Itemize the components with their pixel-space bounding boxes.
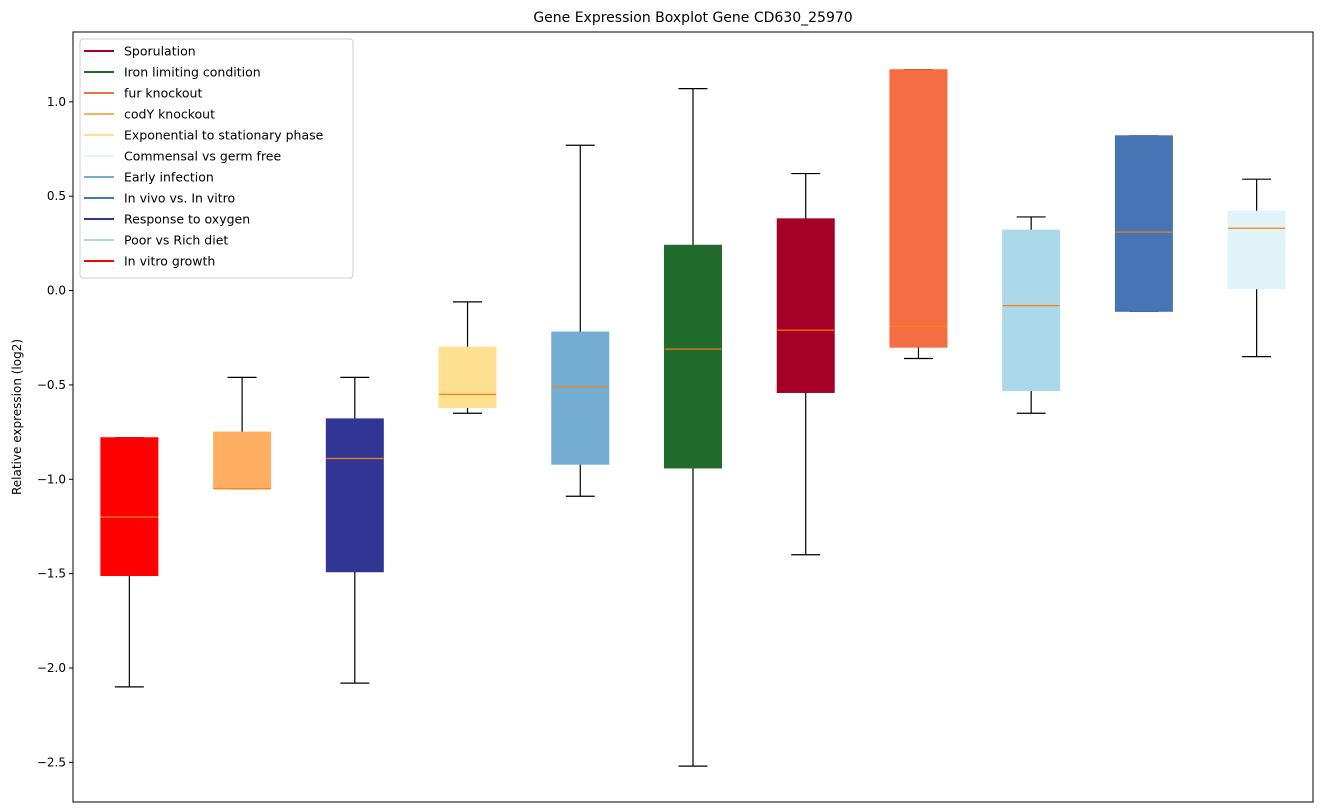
box-exponential-to-stationary-phase (438, 301, 497, 414)
y-tick-label: −1.5 (37, 567, 66, 581)
y-tick-label: 0.5 (47, 189, 66, 203)
legend-item: In vivo vs. In vitro (84, 191, 235, 206)
legend-item: Commensal vs germ free (84, 149, 281, 164)
legend: Sporulation Iron limiting condition fur kn… (79, 38, 354, 279)
box-commensal-vs-germ-free (1227, 178, 1286, 358)
legend-label: Iron limiting condition (124, 65, 261, 80)
iqr-box (325, 418, 384, 573)
legend-item: codY knockout (84, 107, 215, 122)
legend-item: Sporulation (84, 44, 196, 59)
legend-item: In vitro growth (84, 254, 215, 269)
iqr-box (664, 244, 722, 469)
legend-item: Response to oxygen (84, 212, 250, 227)
box-response-to-oxygen (325, 376, 384, 684)
legend-label: In vitro growth (124, 254, 215, 269)
legend-label: Response to oxygen (124, 212, 250, 227)
box-in-vivo-vs-in-vitro (1114, 135, 1173, 312)
y-tick-label: 1.0 (47, 95, 66, 109)
box-cody-knockout (213, 376, 272, 490)
iqr-box (213, 431, 272, 490)
y-tick-label: −2.0 (37, 661, 66, 675)
iqr-box (1114, 135, 1173, 312)
iqr-box (889, 69, 948, 348)
box-fur-knockout (889, 69, 948, 360)
legend-item: fur knockout (84, 86, 202, 101)
iqr-box (438, 346, 497, 409)
legend-label: codY knockout (124, 107, 215, 122)
legend-label: fur knockout (124, 86, 202, 101)
y-axis-label: Relative expression (log2) (10, 339, 24, 495)
y-tick-label: 0.0 (47, 284, 66, 298)
box-in-vitro-growth (100, 437, 159, 688)
iqr-box (551, 331, 610, 465)
iqr-box (1227, 210, 1286, 290)
y-tick-label: −0.5 (37, 378, 66, 392)
y-tick-label: −1.0 (37, 472, 66, 486)
legend-item: Poor vs Rich diet (84, 233, 228, 248)
box-iron-limiting-condition (664, 88, 722, 767)
legend-item: Early infection (84, 170, 214, 185)
box-early-infection (551, 144, 610, 497)
y-tick-label: −2.5 (37, 755, 66, 769)
boxes-layer (100, 69, 1286, 767)
box-poor-vs-rich-diet (1002, 216, 1061, 414)
box-sporulation (776, 172, 835, 556)
iqr-box (1002, 229, 1061, 392)
legend-label: Early infection (124, 170, 214, 185)
y-axis: −2.5 −2.0 −1.5 −1.0 −0.5 0.0 0.5 1.0 (37, 95, 73, 769)
legend-label: In vivo vs. In vitro (124, 191, 235, 206)
iqr-box (776, 218, 835, 393)
legend-label: Commensal vs germ free (124, 149, 281, 164)
legend-item: Iron limiting condition (84, 65, 261, 80)
plot-frame (72, 31, 1314, 803)
chart-title: Gene Expression Boxplot Gene CD630_25970 (533, 10, 852, 26)
legend-label: Poor vs Rich diet (124, 233, 228, 248)
legend-label: Sporulation (124, 44, 196, 59)
legend-item: Exponential to stationary phase (84, 128, 324, 143)
legend-label: Exponential to stationary phase (124, 128, 324, 143)
legend-frame (79, 38, 354, 279)
iqr-box (100, 437, 159, 577)
